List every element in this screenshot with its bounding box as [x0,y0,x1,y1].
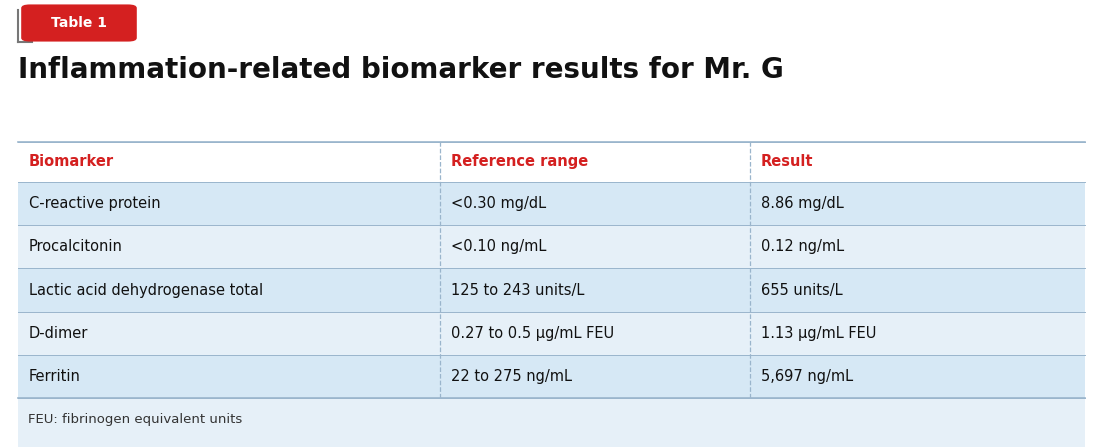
Text: Procalcitonin: Procalcitonin [29,239,123,254]
Text: Ferritin: Ferritin [29,369,81,384]
FancyBboxPatch shape [18,312,1085,355]
Text: D-dimer: D-dimer [29,326,88,341]
Text: Reference range: Reference range [451,155,588,169]
Text: 655 units/L: 655 units/L [761,283,843,298]
FancyBboxPatch shape [18,225,1085,268]
Text: 22 to 275 ng/mL: 22 to 275 ng/mL [451,369,572,384]
FancyBboxPatch shape [18,182,1085,225]
Text: 8.86 mg/dL: 8.86 mg/dL [761,196,844,211]
FancyBboxPatch shape [18,355,1085,398]
FancyBboxPatch shape [18,398,1085,447]
Text: Result: Result [761,155,814,169]
Text: <0.30 mg/dL: <0.30 mg/dL [451,196,546,211]
Text: Biomarker: Biomarker [29,155,114,169]
Text: <0.10 ng/mL: <0.10 ng/mL [451,239,547,254]
FancyBboxPatch shape [18,268,1085,312]
FancyBboxPatch shape [21,4,136,42]
Text: C-reactive protein: C-reactive protein [29,196,161,211]
Text: Table 1: Table 1 [51,16,107,30]
Text: 1.13 μg/mL FEU: 1.13 μg/mL FEU [761,326,877,341]
Text: FEU: fibrinogen equivalent units: FEU: fibrinogen equivalent units [28,413,242,426]
Text: Inflammation-related biomarker results for Mr. G: Inflammation-related biomarker results f… [18,56,783,84]
Text: 0.12 ng/mL: 0.12 ng/mL [761,239,844,254]
Text: Lactic acid dehydrogenase total: Lactic acid dehydrogenase total [29,283,263,298]
Text: 0.27 to 0.5 μg/mL FEU: 0.27 to 0.5 μg/mL FEU [451,326,614,341]
Text: 125 to 243 units/L: 125 to 243 units/L [451,283,584,298]
FancyBboxPatch shape [18,142,1085,182]
Text: 5,697 ng/mL: 5,697 ng/mL [761,369,854,384]
